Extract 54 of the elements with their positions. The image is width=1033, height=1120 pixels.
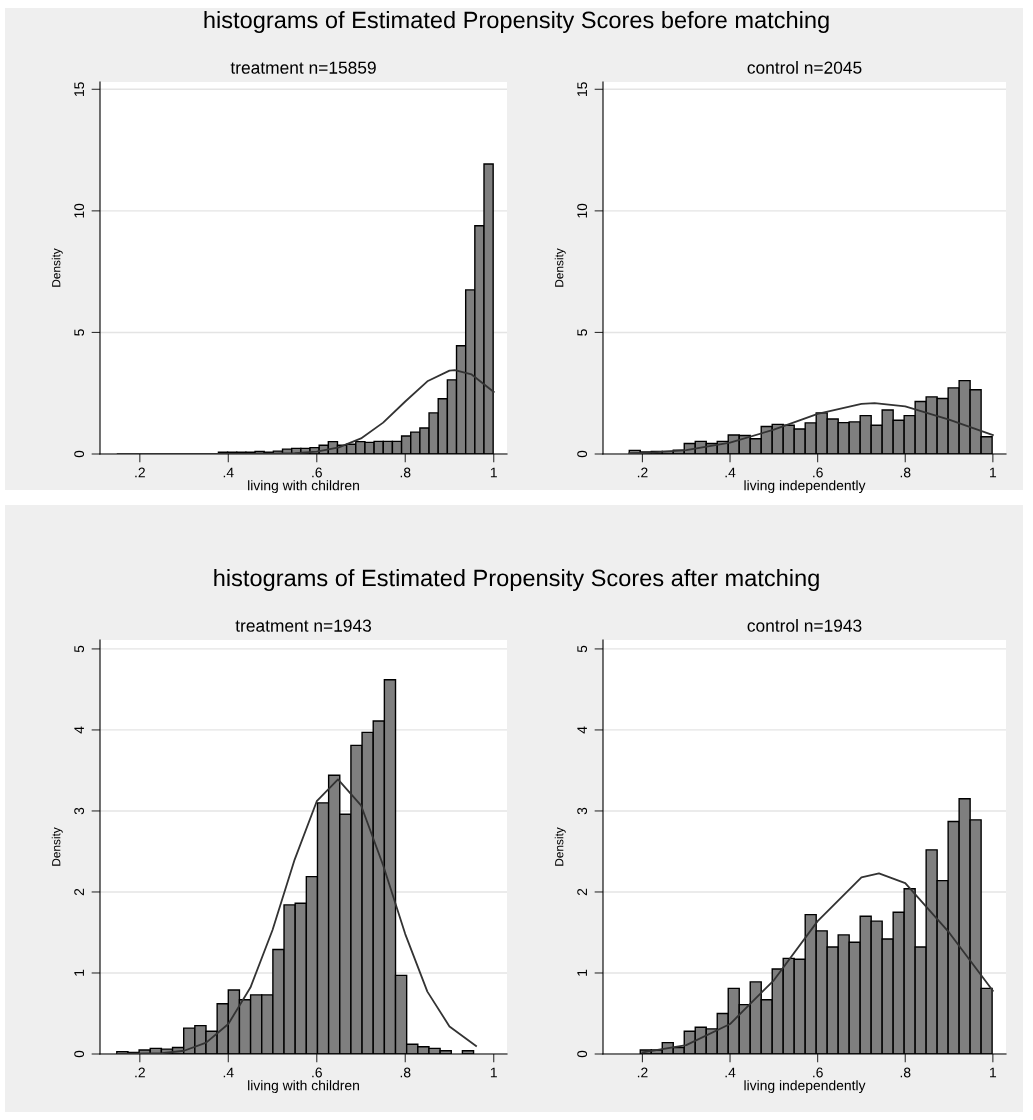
x-tick-label: .2 (637, 467, 648, 478)
y-axis-title: Density (51, 248, 63, 287)
x-tick-label: 1 (490, 1067, 497, 1078)
x-tick-label: .4 (725, 1067, 736, 1078)
x-tick-label: .2 (135, 467, 145, 478)
x-tick-label: 1 (990, 1067, 997, 1078)
x-tick-label: .6 (813, 467, 823, 478)
x-tick-label: .6 (813, 1067, 823, 1078)
x-axis-title: living independently (744, 480, 866, 494)
x-tick-label: .8 (400, 1067, 411, 1078)
y-tick-label: 15 (74, 82, 85, 96)
y-tick-label: 3 (577, 807, 588, 815)
x-tick-label: .6 (312, 467, 322, 478)
x-axis-title: living with children (248, 480, 359, 494)
y-axis-title: Density (554, 827, 566, 866)
x-tick-label: .8 (900, 467, 911, 478)
x-tick-label: .8 (900, 1067, 911, 1078)
x-tick-label: .8 (400, 467, 411, 478)
y-tick-label: 2 (577, 888, 587, 896)
y-tick-label: 5 (74, 329, 85, 336)
x-tick-label: 1 (990, 467, 997, 478)
x-tick-label: 1 (490, 467, 497, 478)
y-tick-label: 2 (74, 888, 84, 896)
chart-title: treatment n=15859 (230, 61, 376, 74)
y-tick-label: 4 (577, 726, 587, 734)
x-axis-title: living with children (248, 1080, 359, 1094)
text: histograms of Estimated Propensity Scores before matching (204, 11, 829, 33)
y-tick-label: 10 (74, 203, 85, 218)
chart-title: treatment n=1943 (235, 619, 372, 632)
y-tick-label: 3 (74, 807, 85, 815)
y-tick-label: 0 (74, 450, 85, 458)
y-tick-label: 15 (577, 82, 588, 96)
x-tick-label: .4 (223, 467, 234, 478)
chart-title: control n=1943 (747, 619, 862, 632)
chart-title: control n=2045 (747, 61, 862, 74)
x-tick-label: .4 (223, 1067, 234, 1078)
x-axis-title: living independently (744, 1080, 866, 1094)
y-axis-title: Density (51, 827, 63, 866)
y-tick-label: 5 (577, 329, 588, 336)
y-axis-title: Density (554, 248, 566, 287)
x-tick-label: .2 (637, 1067, 648, 1078)
y-tick-label: 10 (577, 203, 588, 218)
y-tick-label: 1 (74, 969, 84, 976)
y-tick-label: 4 (74, 726, 84, 734)
y-tick-label: 5 (577, 645, 588, 653)
y-tick-label: 0 (577, 1050, 588, 1058)
x-tick-label: .4 (725, 467, 736, 478)
x-tick-label: .2 (135, 1067, 145, 1078)
y-tick-label: 1 (577, 969, 587, 976)
x-tick-label: .6 (312, 1067, 322, 1078)
y-tick-label: 5 (74, 645, 85, 653)
text: histograms of Estimated Propensity Scores after matching (214, 568, 819, 591)
y-tick-label: 0 (74, 1050, 85, 1058)
y-tick-label: 0 (577, 450, 588, 458)
